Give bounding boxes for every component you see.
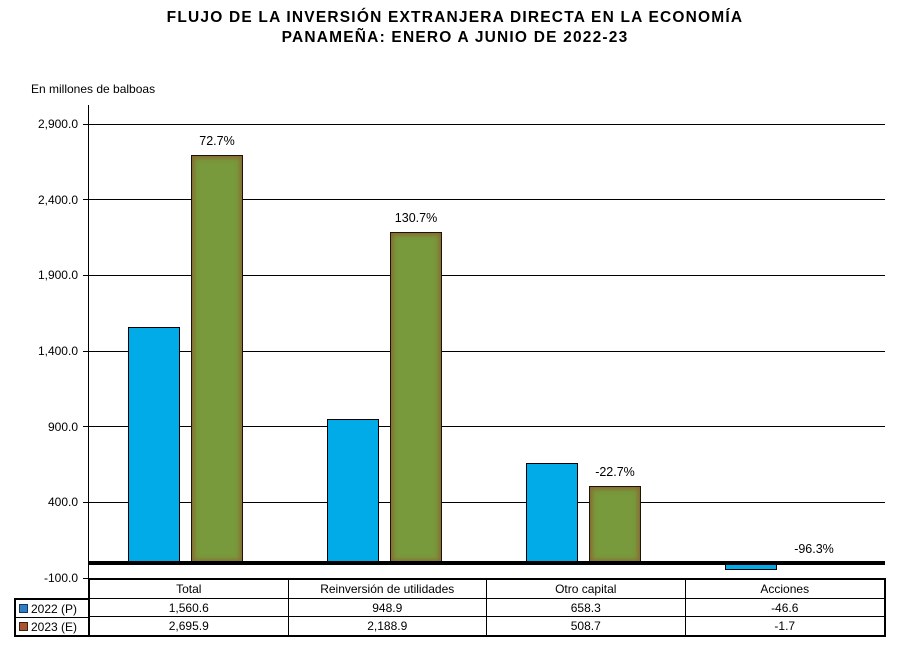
plot-area: 2,900.0 2,400.0 1,900.0 1,400.0 900.0 400.0 -1… [38,105,885,585]
column-header-otro-capital: Otro capital [487,580,686,599]
legend-label-2023: 2023 (E) [31,619,78,634]
gridline [89,274,885,276]
chart-title: FLUJO DE LA INVERSIÓN EXTRANJERA DIRECTA… [0,8,910,48]
gridline [89,123,885,125]
bar-2023e-cat1 [390,231,442,563]
y-axis-tick [83,426,89,428]
gridline [89,426,885,428]
column-header-total: Total [90,580,289,599]
column-header-reinversion: Reinversión de utilidades [288,580,487,599]
y-axis-tick [83,350,89,352]
data-table: Total Reinversión de utilidades Otro cap… [88,578,886,637]
y-tick-label: 2,900.0 [37,117,78,131]
bar-2022p-cat1 [327,419,379,563]
chart-title-line1: FLUJO DE LA INVERSIÓN EXTRANJERA DIRECTA… [166,9,744,26]
legend: 2022 (P) 2023 (E) [14,598,90,637]
y-axis-tick [83,123,89,125]
value-2022-reinversion: 948.9 [288,599,487,617]
value-2023-otro-capital: 508.7 [487,617,686,635]
legend-swatch-2022-icon [19,604,28,613]
pct-label-cat3: -96.3% [794,541,834,556]
bar-2023e-cat2 [589,485,641,563]
value-2023-reinversion: 2,188.9 [289,617,487,635]
value-2023-acciones: -1.7 [774,619,796,633]
bar-2023e-cat0 [191,154,243,563]
gridline [89,350,885,352]
value-2022-acciones: -46.6 [685,599,884,617]
bar-2022p-cat0 [128,326,180,563]
gridline [89,199,885,201]
y-tick-label: -100.0 [43,571,78,585]
y-tick-label: 1,900.0 [37,268,78,283]
gridline [89,501,885,503]
y-tick-label: 400.0 [47,495,78,510]
legend-label-2022: 2022 (P) [31,601,78,616]
column-header-acciones: Acciones [685,580,884,599]
legend-item-2022: 2022 (P) [16,600,88,618]
y-tick-label: 2,400.0 [37,192,78,207]
y-axis-tick [83,577,89,579]
y-axis-tick [83,501,89,503]
chart-title-line2: PANAMEÑA: ENERO A JUNIO DE 2022-23 [281,29,629,46]
units-label: En millones de balboas [31,82,156,96]
y-axis-tick [83,274,89,276]
pct-label-cat0: 72.7% [199,133,235,148]
bar-2022p-cat2 [526,463,578,563]
pct-label-cat1: 130.7% [394,210,438,225]
value-2022-total: 1,560.6 [90,599,289,617]
legend-swatch-2023-icon [19,622,28,631]
y-tick-label: 900.0 [47,419,78,434]
y-axis-tick [83,199,89,201]
value-2022-otro-capital: 658.3 [487,599,686,617]
legend-item-2023: 2023 (E) [16,618,88,635]
y-tick-label: 1,400.0 [37,344,78,358]
zero-axis-line [89,560,885,565]
value-2023-total: 2,695.9 [90,617,289,635]
pct-label-cat2: -22.7% [595,464,635,479]
